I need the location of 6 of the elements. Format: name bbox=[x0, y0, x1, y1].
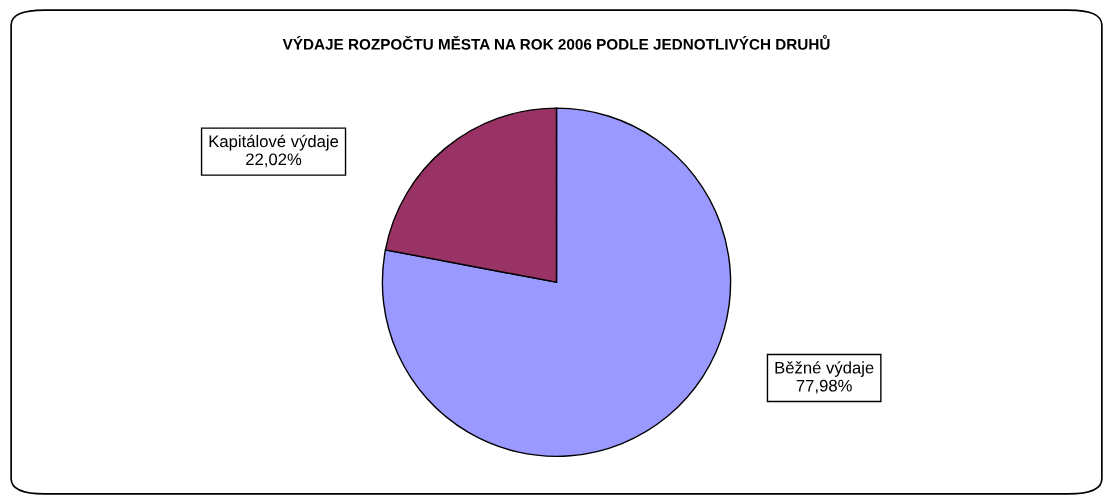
pie-slice bbox=[381, 107, 732, 458]
chart-title: VÝDAJE ROZPOČTU MĚSTA NA ROK 2006 PODLE JEDNOTLIVÝCH DRUHŮ bbox=[282, 34, 830, 50]
slice-label: Kapitálové výdaje bbox=[209, 134, 339, 151]
data-label: 77,98% bbox=[796, 379, 852, 394]
slice-label: Běžné výdaje bbox=[775, 361, 874, 377]
data-label: 22,02% bbox=[246, 153, 302, 168]
